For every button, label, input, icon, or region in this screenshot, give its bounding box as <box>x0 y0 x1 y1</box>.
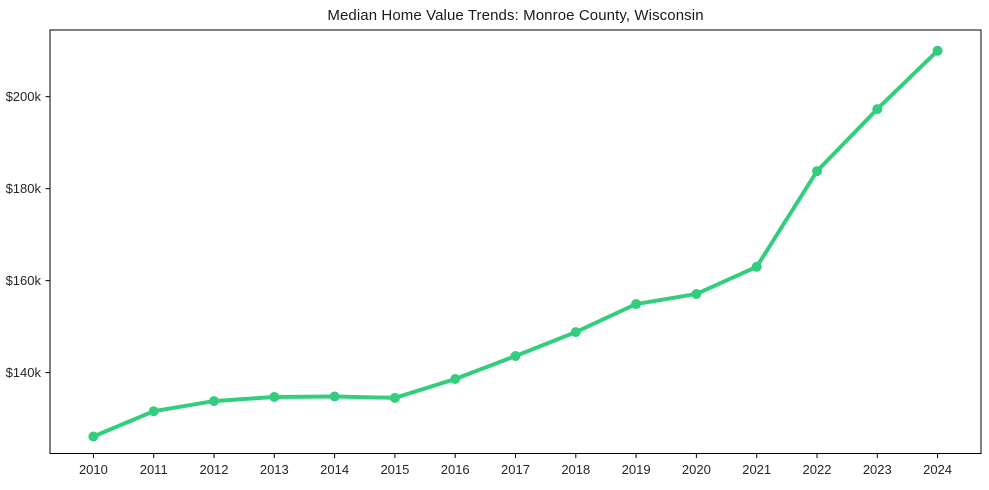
x-tick-label: 2019 <box>622 462 651 477</box>
y-tick-label: $180k <box>6 181 42 196</box>
x-tick-label: 2017 <box>501 462 530 477</box>
data-point-2010 <box>88 431 99 442</box>
data-point-2018 <box>570 327 581 338</box>
data-point-2023 <box>872 104 883 115</box>
x-tick-label: 2010 <box>79 462 108 477</box>
y-tick-label: $200k <box>6 89 42 104</box>
x-tick-label: 2024 <box>923 462 952 477</box>
data-point-2012 <box>209 396 220 407</box>
x-tick-label: 2018 <box>561 462 590 477</box>
chart-title: Median Home Value Trends: Monroe County,… <box>327 7 704 24</box>
x-tick-label: 2013 <box>260 462 289 477</box>
data-point-2017 <box>510 351 521 362</box>
x-tick-label: 2016 <box>441 462 470 477</box>
x-tick-label: 2023 <box>863 462 892 477</box>
data-point-2020 <box>691 288 702 299</box>
y-tick-label: $160k <box>6 273 42 288</box>
x-tick-label: 2022 <box>803 462 832 477</box>
x-tick-label: 2015 <box>380 462 409 477</box>
trend-line <box>91 48 940 439</box>
data-point-2015 <box>389 392 400 403</box>
data-point-2014 <box>329 391 340 402</box>
x-tick-label: 2021 <box>742 462 771 477</box>
plot-border <box>49 29 982 454</box>
y-tick-label: $140k <box>6 365 42 380</box>
x-tick-label: 2020 <box>682 462 711 477</box>
x-tick-label: 2012 <box>200 462 229 477</box>
data-point-2013 <box>269 391 280 402</box>
data-point-2021 <box>751 261 762 272</box>
x-tick-label: 2014 <box>320 462 349 477</box>
data-point-2016 <box>450 374 461 385</box>
data-point-2022 <box>811 166 822 177</box>
data-point-2011 <box>148 406 159 417</box>
data-point-2019 <box>631 299 642 310</box>
x-tick-label: 2011 <box>140 462 168 477</box>
data-point-2024 <box>932 45 943 56</box>
